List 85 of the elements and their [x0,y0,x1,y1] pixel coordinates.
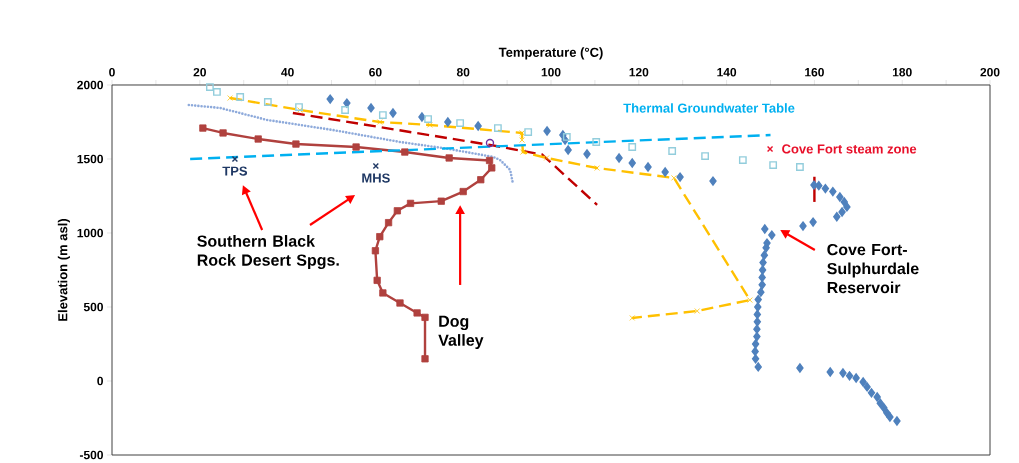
point [459,187,467,196]
x-tick-label: 160 [805,67,824,77]
point [401,148,409,156]
point [371,247,380,255]
y-tick-label: 2000 [77,80,103,90]
point [373,276,381,284]
point [592,138,601,146]
point [396,299,404,307]
point [493,124,502,132]
line-series [291,111,599,207]
point [406,199,415,207]
point [206,83,214,91]
point [769,161,778,169]
x-tick-label: 20 [193,67,206,77]
point [796,163,804,171]
point [485,138,495,148]
x-tick-label: 80 [456,67,470,77]
point [426,122,433,128]
point [213,88,221,96]
point [413,309,421,317]
point [254,135,262,143]
point [263,98,272,106]
point [227,95,233,101]
y-tick-label: 1000 [77,228,103,238]
point [520,149,526,155]
point [376,233,384,241]
point [421,313,429,321]
point [671,175,677,181]
series-label: MHS [362,173,390,183]
point [519,130,525,136]
point [352,143,360,151]
point [543,155,550,161]
point [421,355,429,363]
point [524,128,533,136]
annotation: Southern Black Rock Desert Spgs. [197,235,339,270]
point [628,143,637,151]
point [295,103,303,111]
x-tick-label: 180 [892,67,912,77]
x-tick-label: 200 [980,67,1000,77]
y-tick-label: 500 [83,302,103,312]
point [376,119,383,125]
line-series [187,103,515,185]
point [378,111,387,119]
x-axis-title: Temperature (°C) [498,47,603,60]
y-tick-label: -500 [79,450,103,460]
x-tick-label: 0 [109,67,115,77]
point [629,315,636,321]
point [231,155,239,163]
series-label: TPS [222,166,248,176]
x-tick-label: 100 [541,67,561,77]
point [292,140,300,148]
point [562,133,571,141]
point [372,162,380,170]
x-tick-label: 60 [369,67,382,77]
y-tick-label: 1500 [77,154,103,164]
point [219,129,227,137]
text: Thermal Groundwater Table [623,103,795,113]
y-axis-title: Elevation (m asl) [57,219,70,321]
point [456,119,465,127]
point [424,115,432,123]
point [747,297,753,303]
y-tick-label: 0 [97,376,103,386]
point [694,308,701,314]
point [477,176,485,184]
point [488,164,496,172]
point [341,106,350,114]
point [437,197,445,205]
point [199,124,207,132]
point [236,93,245,101]
point [594,165,600,171]
point [445,154,453,162]
annotation: Dog Valley [438,315,484,350]
point [297,107,303,113]
point [701,152,709,160]
series-label: Cove Fort steam zone [782,144,917,154]
x-tick-label: 120 [629,67,649,77]
point [668,147,677,155]
point [379,289,387,297]
point [738,156,747,164]
annotation: Cove Fort-Sulphurdale Reservoir [827,243,919,294]
x-tick-label: 40 [281,67,294,77]
x-tick-label: 140 [717,67,737,77]
point [384,219,393,227]
point [485,156,494,165]
point [393,207,401,215]
